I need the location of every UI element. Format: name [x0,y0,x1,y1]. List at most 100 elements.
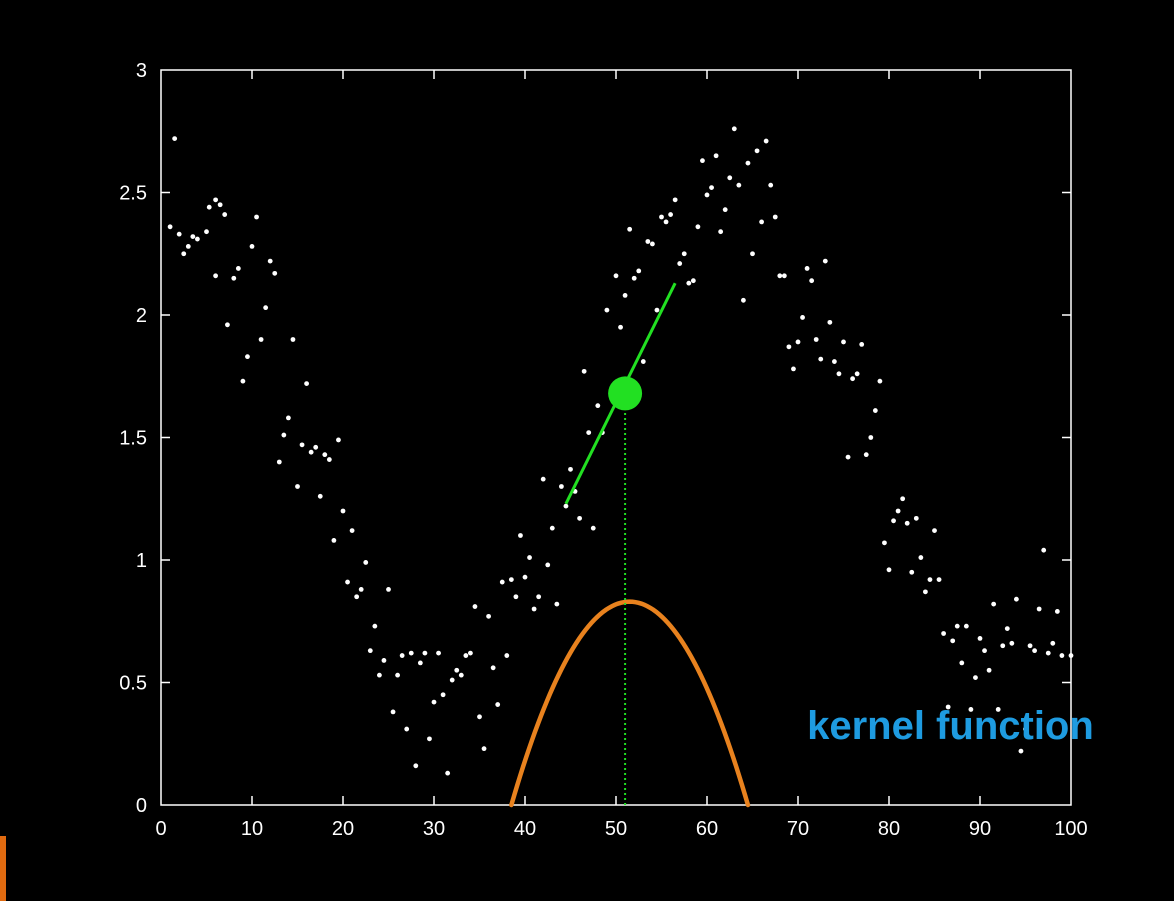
tick-marks [161,70,1071,805]
data-point [681,251,687,257]
data-point [895,508,901,514]
data-point [690,278,696,284]
data-point [1050,640,1056,646]
x-tick-label: 100 [1054,818,1087,840]
data-point [245,354,250,360]
data-point [272,270,278,276]
x-tick-labels: 0 10 20 30 40 50 60 70 80 90 100 [155,818,1087,840]
data-point [863,452,869,458]
data-point [554,601,560,607]
data-point [832,359,837,364]
data-point [372,623,378,629]
data-point [777,273,783,279]
data-point [1027,643,1033,649]
data-point [531,606,537,612]
data-point [736,182,742,188]
data-point [449,677,455,683]
data-point [745,160,751,166]
y-tick-label: 3 [136,60,147,82]
y-tick-label: 1.5 [119,428,147,450]
data-point [354,594,360,600]
data-point [727,175,733,181]
plot-frame [160,69,1072,806]
data-point [559,484,564,489]
data-point [804,266,810,271]
data-point [686,280,692,286]
data-point [659,214,664,220]
data-point [445,770,451,776]
data-point [422,650,428,656]
data-point [281,432,287,438]
data-point [750,251,755,257]
data-point [618,324,623,330]
data-point [868,435,874,440]
data-point [267,258,273,264]
x-tick-label: 20 [332,818,354,840]
data-point [822,258,828,264]
data-point [286,415,291,421]
data-point [795,339,801,345]
y-tick-label: 2 [136,305,147,327]
y-tick-label: 0.5 [119,673,147,695]
data-point [631,275,637,281]
data-point [627,226,633,232]
data-point [1041,547,1047,553]
data-point [709,185,714,191]
data-point [222,212,228,217]
data-point [731,126,737,132]
data-point [713,153,719,159]
data-point [945,704,951,710]
data-point [258,337,264,342]
data-point [663,219,669,225]
data-point [1000,643,1006,649]
data-point [381,658,387,663]
data-point [427,736,432,742]
data-point [336,437,341,443]
y-tick-label: 2.5 [119,183,147,205]
data-point [181,251,187,257]
data-point [404,726,410,732]
data-point [1036,606,1042,612]
data-point [991,601,997,607]
data-point [299,442,305,448]
data-point [472,604,478,609]
x-tick-label: 70 [787,818,809,840]
data-point [872,408,878,413]
data-point [518,533,523,538]
data-point [672,197,678,203]
data-point [995,707,1001,712]
data-point [235,266,241,271]
data-point [395,672,400,678]
data-point [263,305,269,311]
data-point [458,672,464,678]
data-point [495,702,501,707]
data-point [704,192,710,198]
data-point [850,376,855,382]
data-point [581,368,587,374]
data-point [176,231,182,237]
data-point [982,648,987,654]
data-point [276,459,282,465]
data-point [481,746,487,752]
data-point [968,707,974,712]
data-point [340,508,346,514]
data-point [213,273,219,279]
data-point [331,538,337,543]
x-tick-label: 50 [605,818,627,840]
data-point [886,567,892,573]
data-point [877,378,883,384]
data-point [613,273,619,279]
data-point [545,562,551,568]
data-point [604,307,610,313]
x-tick-label: 40 [514,818,536,840]
data-point [349,528,355,533]
data-point [568,466,573,472]
data-point [918,555,924,560]
data-point [791,366,796,372]
data-point [854,371,860,377]
y-tick-label: 1 [136,550,147,572]
data-point [841,339,846,345]
data-point [225,322,230,328]
data-point [700,158,705,164]
